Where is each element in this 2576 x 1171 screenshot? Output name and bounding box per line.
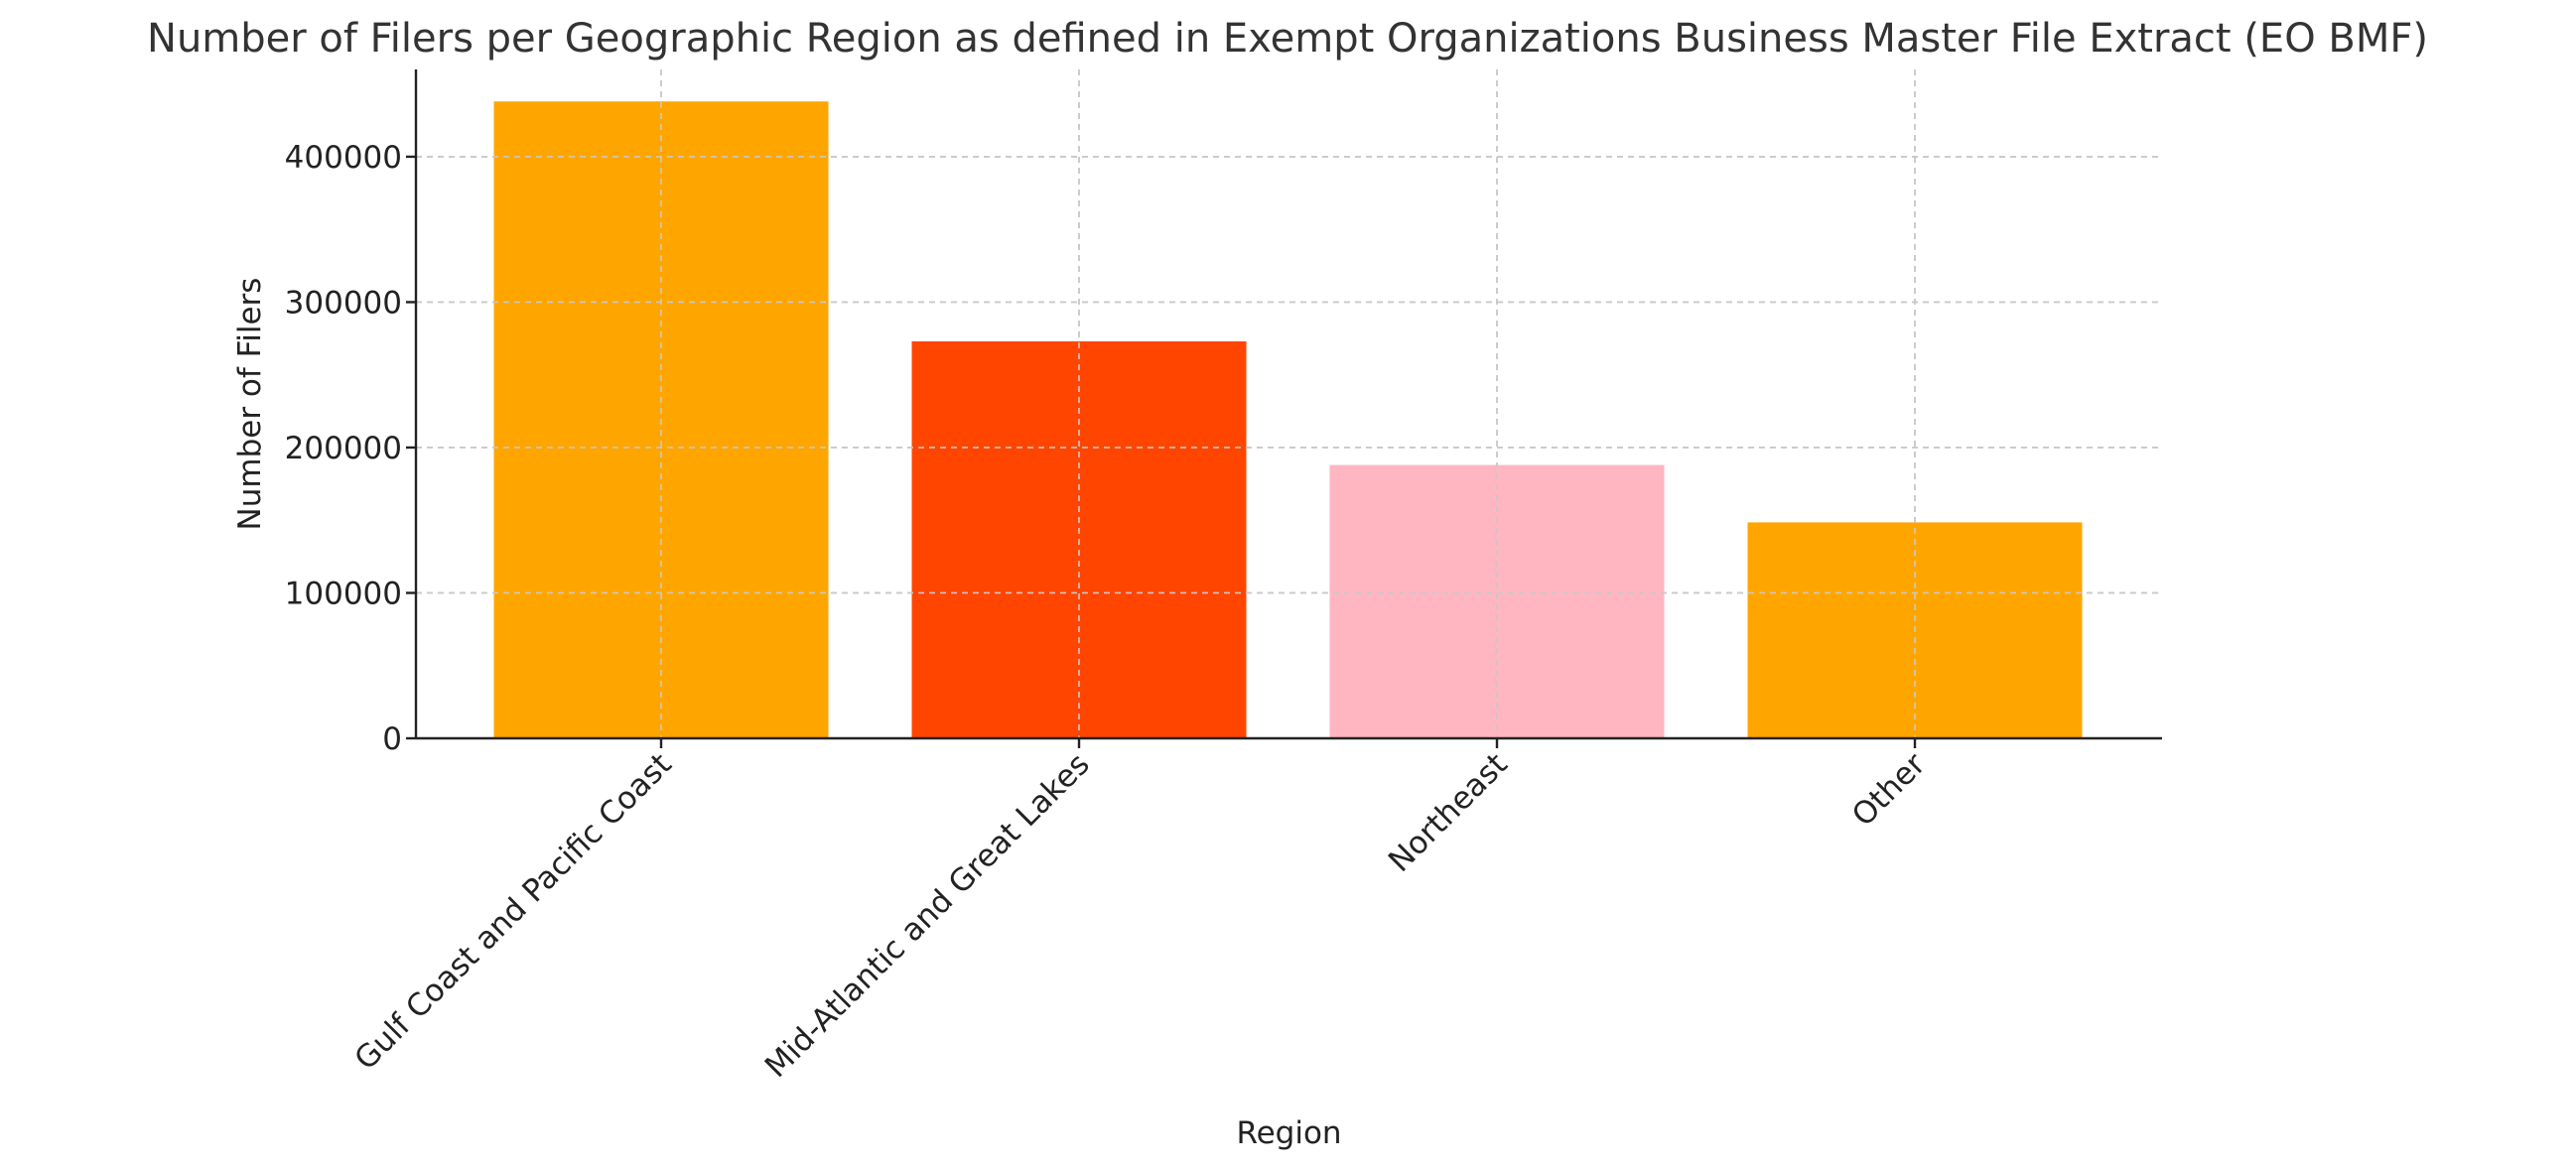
- y-ticks: 0 100000 200000 300000 400000: [285, 140, 416, 757]
- x-tick-label: Northeast: [1382, 746, 1515, 879]
- y-tick-label: 300000: [285, 285, 402, 321]
- axes: [414, 69, 2162, 740]
- x-tick-label: Gulf Coast and Pacific Coast: [347, 746, 678, 1077]
- chart-title: Number of Filers per Geographic Region a…: [147, 16, 2428, 62]
- y-tick-label: 400000: [285, 140, 402, 176]
- x-axis-label: Region: [1236, 1115, 1341, 1151]
- y-tick-label: 200000: [285, 431, 402, 466]
- y-axis-label: Number of Filers: [232, 278, 268, 531]
- y-tick-label: 0: [382, 721, 402, 757]
- x-tick-label: Mid-Atlantic and Great Lakes: [758, 746, 1097, 1085]
- x-tick-label: Other: [1845, 746, 1933, 834]
- bars: [416, 69, 2162, 738]
- y-tick-label: 100000: [285, 576, 402, 611]
- x-ticks: Gulf Coast and Pacific Coast Mid-Atlantic…: [347, 738, 1933, 1085]
